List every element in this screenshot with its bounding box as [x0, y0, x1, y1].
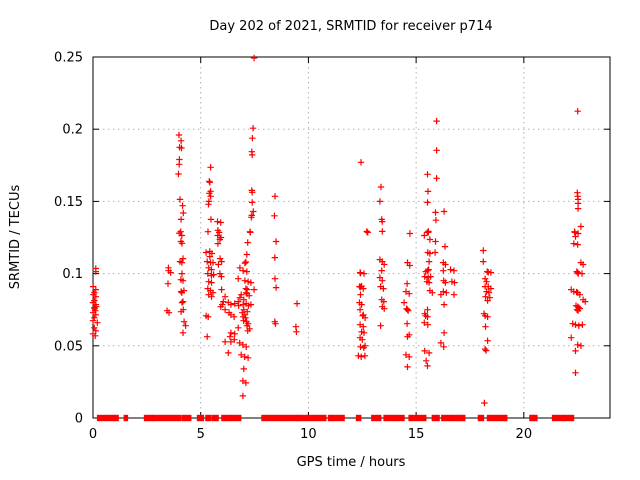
tick-labels: 0 5 10 15 20 0 0.05 0.1 0.15 0.2 0.25	[54, 51, 532, 443]
y-tick-label: 0.15	[54, 195, 83, 210]
x-tick-label: 10	[300, 427, 317, 442]
zero-run	[563, 414, 575, 422]
zero-run	[451, 414, 459, 422]
zero-line-markers	[96, 414, 575, 422]
zero-run	[231, 414, 242, 422]
x-tick-label: 5	[197, 427, 205, 442]
y-tick-label: 0.25	[54, 51, 83, 66]
zero-run	[196, 414, 205, 422]
zero-run	[331, 414, 345, 422]
zero-run	[529, 414, 535, 422]
x-tick-label: 20	[516, 427, 533, 442]
zero-run	[327, 414, 334, 422]
zero-run	[151, 414, 182, 422]
zero-run	[431, 414, 440, 422]
zero-run	[143, 414, 154, 422]
x-axis-label: GPS time / hours	[297, 455, 406, 470]
zero-run	[280, 414, 298, 422]
zero-run	[295, 414, 301, 422]
y-tick-label: 0.05	[54, 339, 83, 354]
zero-run	[457, 414, 463, 422]
zero-run	[392, 414, 405, 422]
y-axis-label: SRMTID / TECUs	[8, 185, 23, 290]
zero-run	[221, 414, 233, 422]
zero-run	[503, 414, 508, 422]
zero-run	[113, 414, 119, 422]
zero-run	[486, 414, 499, 422]
scatter-markers	[89, 54, 589, 407]
y-tick-label: 0.2	[62, 123, 83, 138]
zero-run	[305, 414, 327, 422]
zero-run	[533, 414, 538, 422]
chart-title: Day 202 of 2021, SRMTID for receiver p71…	[209, 19, 492, 34]
x-tick-label: 15	[408, 427, 425, 442]
zero-run	[551, 414, 565, 422]
zero-run	[477, 414, 485, 422]
y-tick-label: 0	[75, 412, 83, 427]
zero-run	[441, 414, 453, 422]
data-points	[89, 54, 589, 407]
zero-run	[123, 414, 129, 422]
zero-run	[355, 414, 362, 422]
zero-run	[461, 414, 466, 422]
axes	[92, 56, 611, 419]
zero-run	[371, 414, 382, 422]
gridlines	[93, 57, 610, 418]
zero-run	[205, 414, 212, 422]
zero-run	[181, 414, 192, 422]
zero-run	[96, 414, 115, 422]
zero-run	[497, 414, 505, 422]
zero-run	[300, 414, 306, 422]
zero-run	[211, 414, 219, 422]
x-tick-label: 0	[89, 427, 97, 442]
zero-run	[408, 414, 427, 422]
zero-run	[261, 414, 281, 422]
plot-border	[92, 56, 611, 419]
zero-run	[383, 414, 394, 422]
y-tick-label: 0.1	[62, 267, 83, 282]
